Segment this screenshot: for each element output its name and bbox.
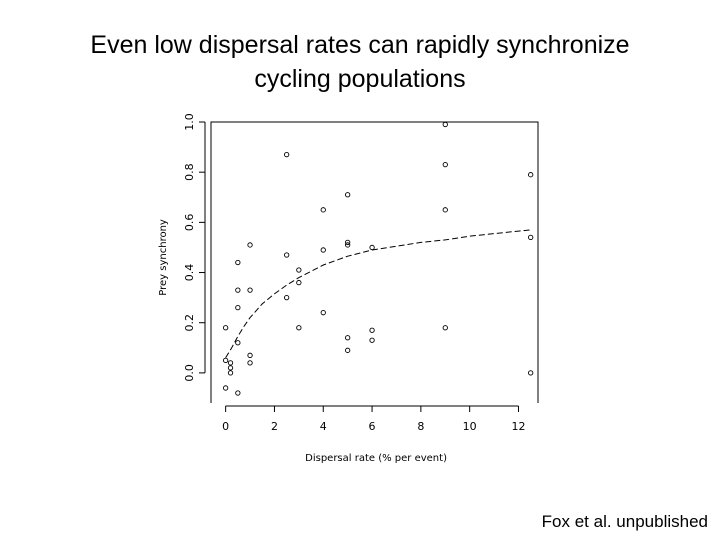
plot-frame <box>210 121 539 403</box>
data-point <box>320 247 326 253</box>
data-point <box>528 172 534 178</box>
data-point <box>235 287 241 293</box>
data-point <box>296 267 302 273</box>
data-point <box>528 370 534 376</box>
x-tick-label: 8 <box>417 420 424 433</box>
data-point <box>283 252 290 258</box>
data-point <box>222 325 229 331</box>
data-point <box>247 242 253 248</box>
x-tick-label: 10 <box>463 420 477 433</box>
data-point <box>222 385 229 391</box>
fit-curve-layer <box>225 229 531 359</box>
data-point <box>442 162 448 168</box>
y-tick-label: 1.0 <box>183 113 196 131</box>
data-point <box>247 352 253 358</box>
data-point <box>442 325 448 331</box>
data-point <box>247 287 253 293</box>
data-point <box>345 335 351 341</box>
axes: 0 2 4 6 8 10 12 Dispersal rate (% per event) 0.0… <box>158 113 539 464</box>
data-point <box>369 244 375 251</box>
fit-curve <box>225 229 531 359</box>
points-layer <box>222 121 534 396</box>
data-point <box>235 305 241 311</box>
data-point <box>369 327 375 333</box>
data-point <box>235 390 241 396</box>
x-tick-label: 12 <box>511 420 525 433</box>
y-tick-label: 0.6 <box>183 214 196 232</box>
data-point <box>528 234 534 241</box>
x-tick-label: 4 <box>320 420 327 433</box>
data-point <box>247 360 253 366</box>
x-tick-label: 0 <box>222 420 229 433</box>
data-point <box>369 337 375 343</box>
y-tick-label: 0.8 <box>183 163 196 181</box>
data-point <box>235 340 241 346</box>
data-point <box>320 310 326 316</box>
data-point <box>345 192 351 198</box>
data-point <box>283 294 290 301</box>
slide-title-line-2: cycling populations <box>254 65 466 93</box>
data-point <box>442 207 448 213</box>
x-tick-label: 6 <box>369 420 376 433</box>
data-point <box>227 370 234 376</box>
x-tick-label: 2 <box>271 420 278 433</box>
y-axis-label: Prey synchrony <box>158 219 169 296</box>
data-point <box>283 151 290 158</box>
data-point <box>227 365 234 371</box>
x-axis-label: Dispersal rate (% per event) <box>305 453 447 464</box>
data-point <box>320 207 326 213</box>
data-point <box>222 357 229 363</box>
credit-note: Fox et al. unpublished <box>541 512 708 531</box>
y-tick-label: 0.0 <box>183 364 196 382</box>
data-point <box>227 360 234 366</box>
data-point <box>296 279 302 286</box>
data-point <box>235 259 241 266</box>
slide-title-line-1: Even low dispersal rates can rapidly syn… <box>90 31 630 59</box>
y-tick-label: 0.4 <box>183 264 196 282</box>
data-point <box>345 239 351 246</box>
slide-title: Even low dispersal rates can rapidly syn… <box>0 28 720 96</box>
data-point <box>296 325 302 331</box>
data-point <box>345 347 351 353</box>
y-tick-label: 0.2 <box>183 314 196 332</box>
data-point <box>345 242 351 248</box>
data-point <box>442 121 448 128</box>
